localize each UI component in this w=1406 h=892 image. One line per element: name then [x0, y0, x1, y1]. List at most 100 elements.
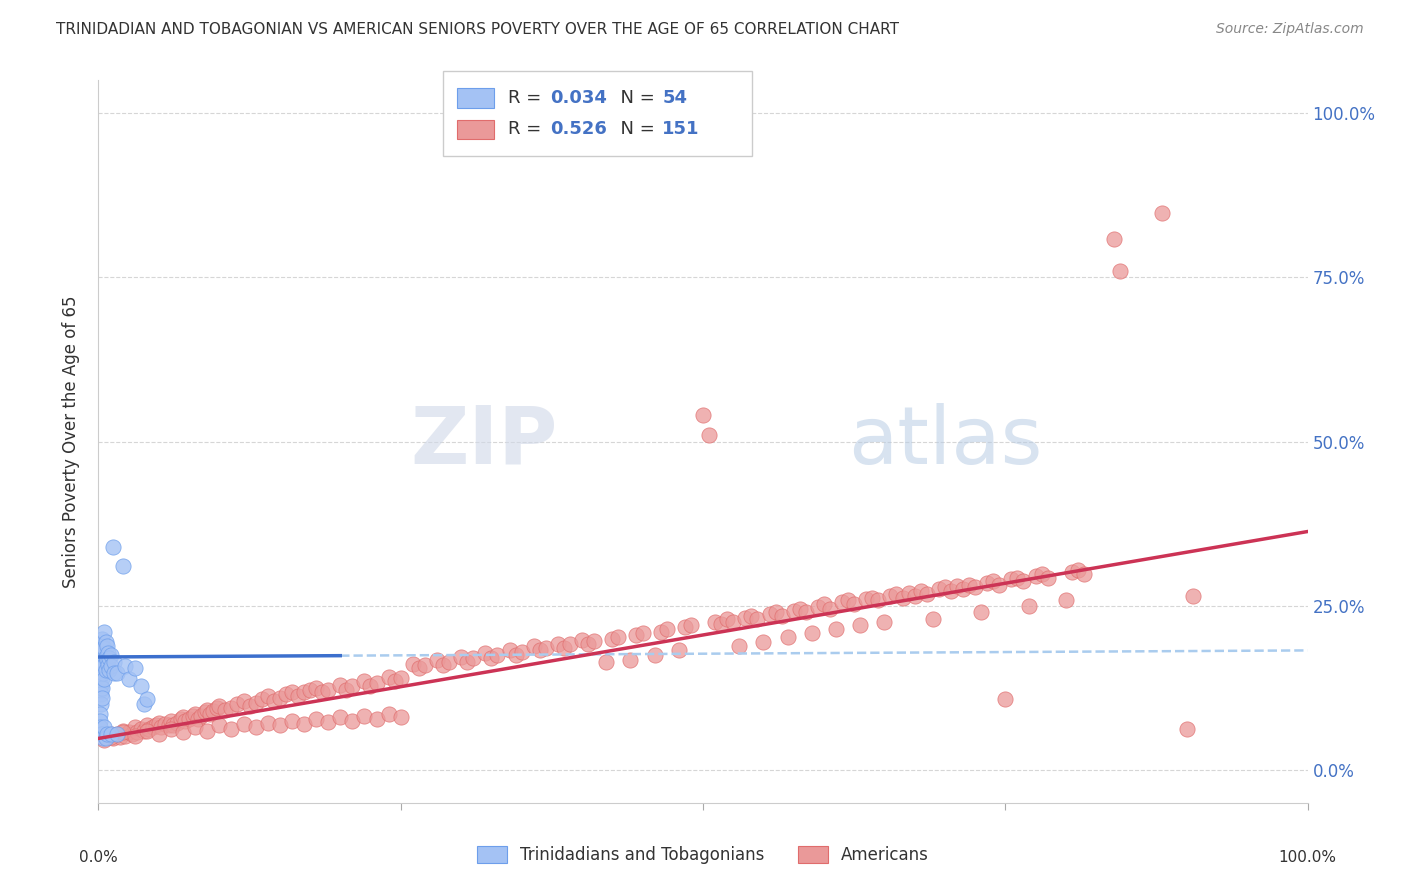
Point	[921, 612, 943, 626]
Text: 0.034: 0.034	[550, 89, 606, 107]
Point	[505, 648, 527, 662]
Point	[105, 665, 128, 680]
Point	[138, 723, 160, 737]
Point	[181, 709, 204, 723]
Point	[335, 682, 357, 697]
Point	[245, 696, 267, 710]
Point	[976, 575, 998, 590]
Point	[673, 620, 696, 634]
Point	[668, 643, 690, 657]
Point	[710, 617, 733, 632]
Point	[626, 628, 648, 642]
Point	[91, 655, 114, 669]
Point	[529, 643, 551, 657]
Point	[90, 657, 112, 672]
Text: TRINIDADIAN AND TOBAGONIAN VS AMERICAN SENIORS POVERTY OVER THE AGE OF 65 CORREL: TRINIDADIAN AND TOBAGONIAN VS AMERICAN S…	[56, 22, 900, 37]
Point	[619, 652, 641, 666]
Point	[94, 731, 117, 746]
Point	[91, 727, 114, 741]
Point	[456, 655, 478, 669]
Point	[329, 677, 352, 691]
Point	[886, 587, 908, 601]
Point	[134, 698, 156, 712]
Point	[91, 727, 114, 741]
Point	[281, 714, 304, 728]
Point	[150, 720, 173, 734]
Point	[114, 659, 136, 673]
Text: ZIP: ZIP	[411, 402, 558, 481]
Point	[292, 685, 315, 699]
Point	[360, 679, 382, 693]
Point	[928, 582, 950, 597]
Point	[124, 729, 146, 743]
Point	[89, 684, 111, 698]
Point	[100, 659, 122, 673]
Point	[105, 727, 128, 741]
Legend: Trinidadians and Tobagonians, Americans: Trinidadians and Tobagonians, Americans	[467, 836, 939, 874]
Point	[90, 677, 112, 691]
Point	[837, 593, 859, 607]
Point	[818, 602, 841, 616]
Point	[607, 630, 630, 644]
Point	[90, 638, 112, 652]
Point	[595, 655, 617, 669]
Point	[1007, 571, 1029, 585]
Point	[305, 681, 328, 695]
Point	[91, 681, 114, 695]
Point	[704, 615, 727, 630]
Point	[105, 727, 128, 741]
Point	[145, 718, 167, 732]
Point	[135, 692, 157, 706]
Point	[432, 657, 454, 672]
Point	[93, 720, 115, 734]
Point	[90, 727, 112, 741]
Point	[891, 591, 914, 605]
Text: atlas: atlas	[848, 402, 1042, 481]
Point	[413, 657, 436, 672]
Point	[437, 655, 460, 669]
Point	[187, 712, 209, 726]
Point	[269, 690, 291, 705]
Point	[558, 637, 581, 651]
Point	[114, 729, 136, 743]
Point	[96, 652, 118, 666]
Text: R =: R =	[508, 89, 547, 107]
Text: Source: ZipAtlas.com: Source: ZipAtlas.com	[1216, 22, 1364, 37]
Point	[946, 579, 969, 593]
Point	[160, 714, 183, 728]
Point	[184, 720, 207, 734]
Point	[232, 694, 254, 708]
Point	[353, 674, 375, 689]
Point	[195, 702, 218, 716]
Point	[256, 690, 278, 704]
Point	[571, 632, 593, 647]
Point	[855, 592, 877, 607]
Point	[1181, 589, 1204, 603]
Point	[134, 723, 156, 738]
Point	[1031, 567, 1053, 582]
Point	[93, 625, 115, 640]
Point	[1152, 206, 1174, 220]
Point	[148, 727, 170, 741]
Point	[94, 663, 117, 677]
Point	[794, 605, 817, 619]
Point	[142, 720, 165, 734]
Point	[89, 707, 111, 722]
Point	[89, 720, 111, 734]
Point	[91, 641, 114, 656]
Point	[93, 673, 115, 687]
Point	[994, 692, 1017, 706]
Point	[915, 587, 938, 601]
Point	[957, 578, 980, 592]
Point	[377, 670, 399, 684]
Point	[111, 723, 134, 738]
Point	[226, 698, 249, 712]
Point	[1024, 569, 1046, 583]
Point	[157, 718, 180, 732]
Point	[174, 714, 197, 729]
Point	[366, 712, 388, 726]
Point	[90, 687, 112, 701]
Text: N =: N =	[609, 89, 661, 107]
Point	[91, 632, 114, 646]
Point	[202, 704, 225, 718]
